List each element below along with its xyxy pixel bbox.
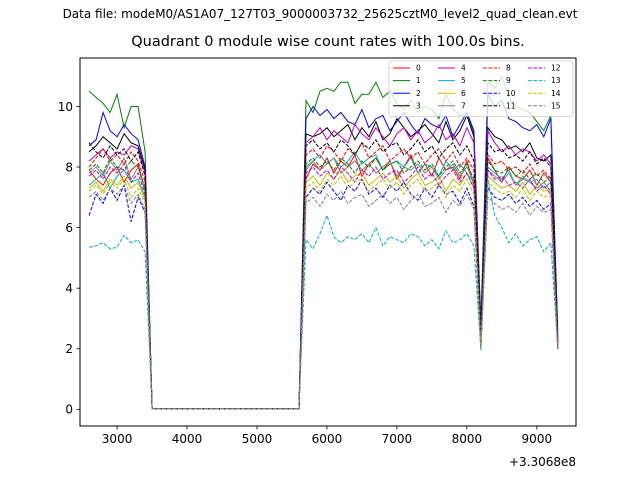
legend-box bbox=[388, 60, 574, 117]
axes-frame bbox=[79, 57, 577, 427]
legend-label-14: 14 bbox=[551, 89, 561, 98]
series-line-1 bbox=[88, 74, 559, 410]
x-tick-label: 8000 bbox=[452, 432, 483, 446]
legend-label-1: 1 bbox=[416, 76, 421, 85]
legend-label-4: 4 bbox=[461, 64, 466, 73]
legend-label-3: 3 bbox=[416, 101, 421, 110]
legend-label-15: 15 bbox=[551, 101, 561, 110]
x-tick-label: 5000 bbox=[242, 432, 273, 446]
legend-label-2: 2 bbox=[416, 89, 421, 98]
legend-label-8: 8 bbox=[506, 64, 511, 73]
y-tick-label: 4 bbox=[65, 281, 73, 295]
y-tick-label: 0 bbox=[65, 403, 73, 417]
x-axis-offset-label: +3.3068e8 bbox=[509, 455, 576, 469]
x-tick-label: 3000 bbox=[102, 432, 133, 446]
chart-title: Quadrant 0 module wise count rates with … bbox=[131, 34, 525, 50]
series-line-6 bbox=[88, 169, 559, 410]
ticks-layer: 3000 4000 5000 6000 7000 8000 9000 0 2 4 6 8 10 bbox=[58, 100, 552, 446]
series-layer bbox=[88, 74, 559, 410]
legend-label-12: 12 bbox=[551, 64, 561, 73]
legend-label-0: 0 bbox=[416, 64, 421, 73]
legend-label-11: 11 bbox=[506, 101, 516, 110]
y-tick-label: 6 bbox=[65, 221, 73, 235]
x-tick-label: 6000 bbox=[312, 432, 343, 446]
x-tick-label: 4000 bbox=[172, 432, 203, 446]
legend-label-10: 10 bbox=[506, 89, 516, 98]
legend-label-6: 6 bbox=[461, 89, 466, 98]
y-tick-label: 10 bbox=[58, 100, 73, 114]
series-line-14 bbox=[88, 175, 559, 410]
legend-label-9: 9 bbox=[506, 76, 511, 85]
y-tick-label: 8 bbox=[65, 160, 73, 174]
y-tick-label: 2 bbox=[65, 342, 73, 356]
legend-label-7: 7 bbox=[461, 101, 466, 110]
x-tick-label: 7000 bbox=[382, 432, 413, 446]
x-tick-label: 9000 bbox=[522, 432, 553, 446]
figure-supertitle: Data file: modeM0/AS1A07_127T03_90000037… bbox=[62, 7, 578, 21]
legend-label-13: 13 bbox=[551, 76, 561, 85]
series-line-15 bbox=[88, 184, 559, 410]
legend-label-5: 5 bbox=[461, 76, 466, 85]
